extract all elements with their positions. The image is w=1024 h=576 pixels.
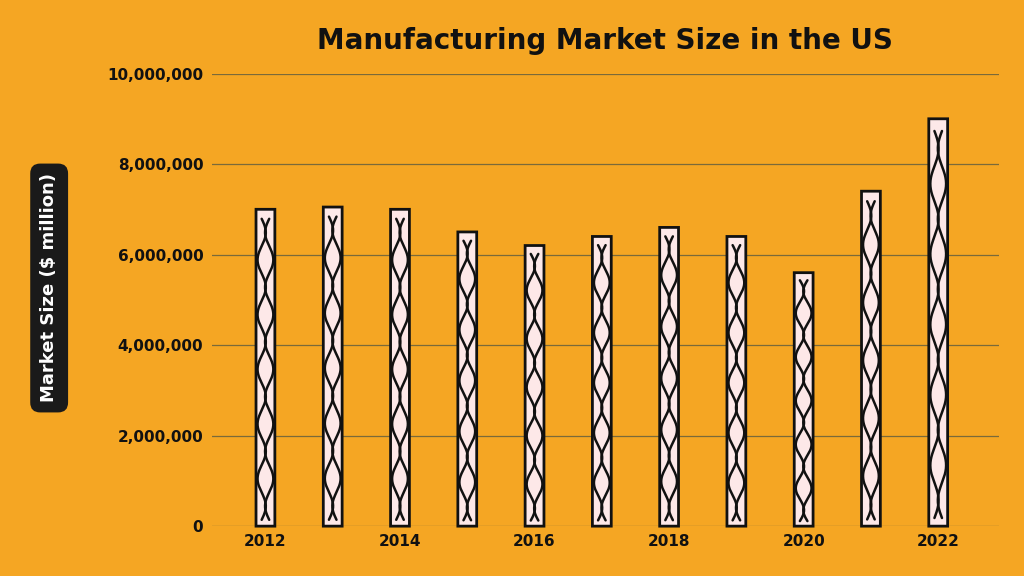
FancyBboxPatch shape [593,237,611,526]
FancyBboxPatch shape [861,191,881,526]
FancyBboxPatch shape [727,237,745,526]
Text: Market Size ($ million): Market Size ($ million) [40,173,58,403]
FancyBboxPatch shape [324,207,342,526]
FancyBboxPatch shape [795,272,813,526]
FancyBboxPatch shape [458,232,477,526]
Title: Manufacturing Market Size in the US: Manufacturing Market Size in the US [317,26,893,55]
FancyBboxPatch shape [659,228,679,526]
FancyBboxPatch shape [929,119,947,526]
FancyBboxPatch shape [256,209,274,526]
FancyBboxPatch shape [390,209,410,526]
FancyBboxPatch shape [525,245,544,526]
